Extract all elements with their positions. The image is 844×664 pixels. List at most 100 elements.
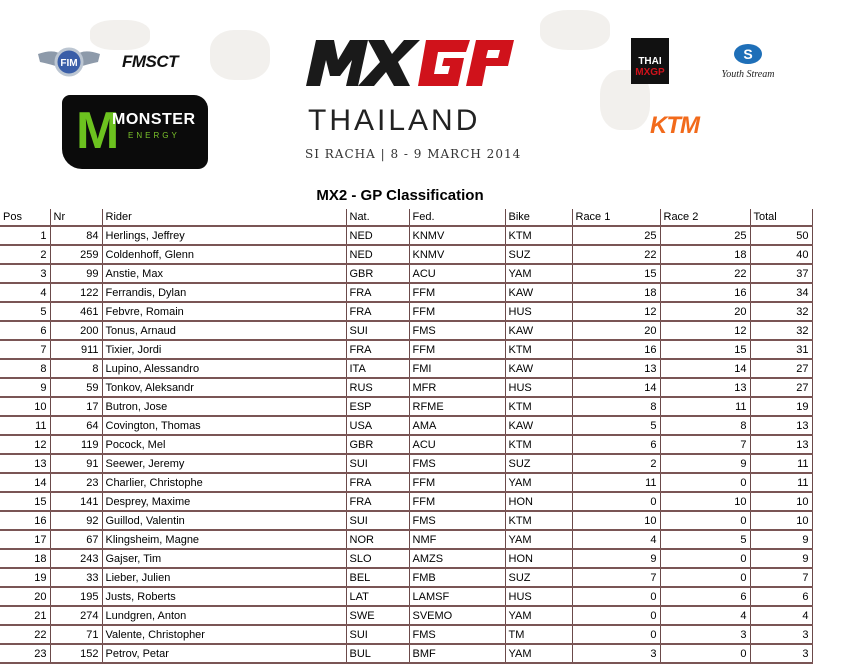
- cell-race1: 8: [572, 397, 661, 417]
- ktm-logo: KTM: [650, 112, 700, 139]
- cell-bike: TM: [505, 625, 573, 645]
- cell-nat: NOR: [346, 530, 410, 550]
- cell-nr: 200: [50, 321, 103, 341]
- table-row: 2 259 Coldenhoff, Glenn NED KNMV SUZ 22 18 40: [0, 245, 813, 265]
- cell-fed: KNMV: [409, 245, 506, 265]
- cell-bike: KTM: [505, 340, 573, 360]
- table-row: 4 122 Ferrandis, Dylan FRA FFM KAW 18 16 34: [0, 283, 813, 303]
- svg-text:FIM: FIM: [60, 58, 77, 69]
- cell-nat: BEL: [346, 568, 410, 588]
- cell-rider: Justs, Roberts: [102, 587, 347, 607]
- cell-total: 40: [750, 245, 813, 265]
- cell-nat: GBR: [346, 435, 410, 455]
- cell-nr: 911: [50, 340, 103, 360]
- cell-nat: FRA: [346, 302, 410, 322]
- cell-race1: 22: [572, 245, 661, 265]
- cell-race2: 5: [660, 530, 751, 550]
- cell-race2: 0: [660, 549, 751, 569]
- table-row: 21 274 Lundgren, Anton SWE SVEMO YAM 0 4 4: [0, 606, 813, 626]
- cell-nat: SWE: [346, 606, 410, 626]
- cell-race1: 11: [572, 473, 661, 493]
- cell-nr: 99: [50, 264, 103, 284]
- table-row: 1 84 Herlings, Jeffrey NED KNMV KTM 25 25 50: [0, 226, 813, 246]
- cell-pos: 22: [0, 625, 51, 645]
- cell-nr: 243: [50, 549, 103, 569]
- cell-bike: KTM: [505, 397, 573, 417]
- cell-nat: RUS: [346, 378, 410, 398]
- page-title: MX2 - GP Classification: [316, 187, 484, 204]
- thai-text: THAI: [638, 56, 662, 67]
- cell-race1: 5: [572, 416, 661, 436]
- cell-total: 4: [750, 606, 813, 626]
- cell-pos: 2: [0, 245, 51, 265]
- column-header-rider: Rider: [102, 209, 347, 227]
- cell-bike: SUZ: [505, 245, 573, 265]
- cell-nr: 33: [50, 568, 103, 588]
- column-header-bike: Bike: [505, 209, 573, 227]
- cell-pos: 4: [0, 283, 51, 303]
- cell-nr: 141: [50, 492, 103, 512]
- cell-bike: KTM: [505, 226, 573, 246]
- cell-fed: SVEMO: [409, 606, 506, 626]
- table-row: 8 8 Lupino, Alessandro ITA FMI KAW 13 14 27: [0, 359, 813, 379]
- column-header-fed: Fed.: [409, 209, 506, 227]
- cell-race2: 18: [660, 245, 751, 265]
- cell-fed: RFME: [409, 397, 506, 417]
- cell-race1: 25: [572, 226, 661, 246]
- cell-race2: 13: [660, 378, 751, 398]
- cell-fed: MFR: [409, 378, 506, 398]
- cell-rider: Lundgren, Anton: [102, 606, 347, 626]
- cell-total: 3: [750, 644, 813, 664]
- table-row: 14 23 Charlier, Christophe FRA FFM YAM 11 0 11: [0, 473, 813, 493]
- cell-fed: AMZS: [409, 549, 506, 569]
- cell-nr: 64: [50, 416, 103, 436]
- cell-nr: 23: [50, 473, 103, 493]
- cell-race2: 16: [660, 283, 751, 303]
- cell-nr: 274: [50, 606, 103, 626]
- cell-bike: KTM: [505, 435, 573, 455]
- cell-pos: 13: [0, 454, 51, 474]
- cell-race1: 16: [572, 340, 661, 360]
- monster-claw-icon: M: [76, 102, 120, 160]
- cell-bike: YAM: [505, 473, 573, 493]
- cell-fed: FFM: [409, 340, 506, 360]
- cell-fed: LAMSF: [409, 587, 506, 607]
- cell-total: 7: [750, 568, 813, 588]
- cell-fed: FMS: [409, 625, 506, 645]
- cell-rider: Gajser, Tim: [102, 549, 347, 569]
- cell-fed: FMS: [409, 321, 506, 341]
- table-row: 3 99 Anstie, Max GBR ACU YAM 15 22 37: [0, 264, 813, 284]
- monster-text: MONSTER: [112, 111, 196, 128]
- cell-nat: SUI: [346, 321, 410, 341]
- table-header: Pos Nr Rider Nat. Fed. Bike Race 1 Race 2 Total: [0, 209, 813, 227]
- table-row: 12 119 Pocock, Mel GBR ACU KTM 6 7 13: [0, 435, 813, 455]
- cell-race2: 0: [660, 644, 751, 664]
- youthstream-logo: S Youth Stream: [722, 44, 774, 80]
- cell-fed: FFM: [409, 473, 506, 493]
- cell-race2: 9: [660, 454, 751, 474]
- cell-rider: Butron, Jose: [102, 397, 347, 417]
- cell-total: 10: [750, 511, 813, 531]
- cell-race1: 20: [572, 321, 661, 341]
- cell-pos: 18: [0, 549, 51, 569]
- cell-fed: FMS: [409, 511, 506, 531]
- cell-fed: FFM: [409, 492, 506, 512]
- table-row: 18 243 Gajser, Tim SLO AMZS HON 9 0 9: [0, 549, 813, 569]
- cell-rider: Seewer, Jeremy: [102, 454, 347, 474]
- column-header-total: Total: [750, 209, 813, 227]
- fim-logo: FIM: [38, 47, 100, 77]
- table-row: 15 141 Desprey, Maxime FRA FFM HON 0 10 10: [0, 492, 813, 512]
- cell-nat: SUI: [346, 454, 410, 474]
- cell-race1: 13: [572, 359, 661, 379]
- cell-pos: 15: [0, 492, 51, 512]
- cell-race1: 6: [572, 435, 661, 455]
- event-banner: FIM FMSCT M MONSTER ENERGY THAILAND SI R…: [0, 0, 844, 180]
- cell-nr: 92: [50, 511, 103, 531]
- cell-total: 11: [750, 454, 813, 474]
- cell-pos: 23: [0, 644, 51, 664]
- cell-bike: HUS: [505, 587, 573, 607]
- cell-nat: USA: [346, 416, 410, 436]
- cell-pos: 8: [0, 359, 51, 379]
- cell-bike: YAM: [505, 530, 573, 550]
- event-subtitle: SI RACHA | 8 - 9 MARCH 2014: [305, 147, 522, 161]
